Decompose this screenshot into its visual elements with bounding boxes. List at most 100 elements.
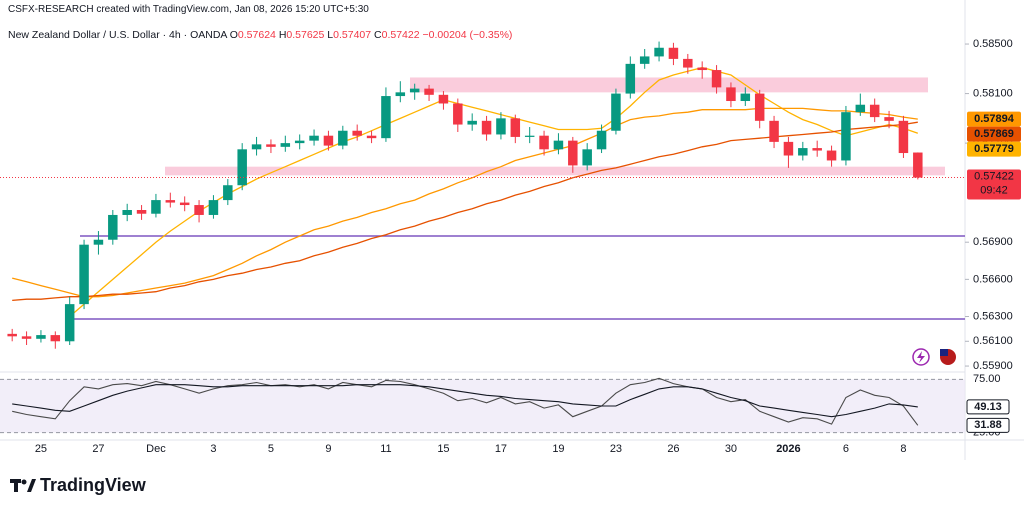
candle-body <box>711 70 722 88</box>
y-tick-label: 0.56300 <box>973 310 1013 322</box>
alert-bolt <box>917 351 925 363</box>
candle-body <box>869 104 880 118</box>
candle-body <box>668 47 679 59</box>
candle-body <box>582 149 592 166</box>
candle-body <box>596 130 607 150</box>
x-tick-label: 30 <box>725 443 737 455</box>
x-tick-label: 3 <box>210 443 216 455</box>
price-tag <box>967 111 1021 127</box>
candle-body <box>280 143 291 147</box>
watermark: CSFX-RESEARCH created with TradingView.c… <box>8 4 369 15</box>
price-tag <box>967 141 1021 157</box>
candle-body <box>510 118 521 137</box>
candle-body <box>93 239 104 245</box>
alert-icon[interactable] <box>912 348 930 366</box>
candle-body <box>381 96 391 139</box>
candle-body <box>754 93 765 121</box>
ohlc-letter: O <box>229 29 238 41</box>
candle-body <box>366 135 377 139</box>
x-tick-label: 8 <box>900 443 906 455</box>
moving-average <box>69 66 919 317</box>
candle-body <box>122 210 132 215</box>
candle-body <box>740 93 751 102</box>
candle-body <box>884 117 894 121</box>
candle-body <box>424 88 434 95</box>
candle-body <box>409 88 420 93</box>
moving-average <box>12 107 918 298</box>
candle-body <box>50 335 61 342</box>
logo-mark <box>10 478 36 492</box>
candle-body <box>179 202 190 206</box>
x-tick-label: 15 <box>437 443 449 455</box>
candle-body <box>208 200 219 215</box>
candle-body <box>769 120 779 142</box>
candle-body <box>165 200 176 203</box>
candle-body <box>898 120 909 154</box>
brand: TradingView <box>40 475 146 495</box>
x-tick-label: 9 <box>325 443 331 455</box>
zone <box>165 166 945 176</box>
last-price-label: 0.57422 <box>974 170 1014 182</box>
price-tag-label: 0.57894 <box>974 113 1015 125</box>
rsi-ma-line <box>12 384 918 418</box>
candle-body <box>136 210 147 214</box>
legend-header: New Zealand Dollar / U.S. Dollar · 4h · … <box>8 29 512 41</box>
moving-average <box>12 121 918 302</box>
candle-body <box>539 135 549 150</box>
candle-body <box>726 87 736 102</box>
candle-body <box>309 135 319 141</box>
rsi-line <box>12 377 919 426</box>
x-tick-label: 11 <box>380 443 391 455</box>
countdown: 09:42 <box>980 184 1008 196</box>
candle-body <box>395 92 406 97</box>
ohlc-letter: L <box>327 29 334 41</box>
candle-body <box>841 112 851 161</box>
rsi-band <box>0 379 965 433</box>
candle-body <box>352 130 362 136</box>
logo-part <box>27 478 36 492</box>
x-tick-label: 17 <box>495 443 507 455</box>
candle-body <box>553 140 564 150</box>
price-tag-label: 0.57779 <box>974 143 1014 155</box>
x-tick-label: 6 <box>843 443 849 455</box>
candle-body <box>7 333 17 337</box>
candle-body <box>625 63 636 94</box>
chart: 0.585000.581000.577000.569000.566000.563… <box>0 0 1024 460</box>
candle-body <box>266 144 276 147</box>
candle-body <box>36 335 46 339</box>
x-tick-label: 2026 <box>776 443 800 455</box>
candle-body <box>467 120 477 125</box>
rsi-tick-label: 75.00 <box>973 373 1001 385</box>
ohlc-value: 0.57422 <box>381 29 420 41</box>
symbol-title: New Zealand Dollar / U.S. Dollar · 4h · … <box>8 29 227 41</box>
ohlc-value: 0.57625 <box>286 29 325 41</box>
y-tick-label: 0.55900 <box>973 360 1013 372</box>
candle-body <box>697 67 707 71</box>
candle-body <box>237 149 247 186</box>
candle-body <box>251 144 262 150</box>
y-tick-label: 0.58100 <box>973 87 1013 99</box>
candle-body <box>812 148 822 151</box>
ohlc-letter: H <box>278 29 287 41</box>
candle-body <box>223 185 233 201</box>
candle-body <box>151 200 161 214</box>
y-tick-label: 0.56600 <box>973 273 1013 285</box>
candle-body <box>79 244 89 305</box>
ohlc-value: 0.57407 <box>333 29 372 41</box>
candle-body <box>64 304 75 342</box>
x-tick-label: 23 <box>610 443 622 455</box>
zone <box>410 77 928 93</box>
candle-body <box>194 205 204 215</box>
candle-body <box>913 152 923 178</box>
rsi-tag <box>966 399 1010 415</box>
candle-body <box>783 141 794 156</box>
x-tick-label: 27 <box>92 443 104 455</box>
candle-body <box>294 140 305 144</box>
candle-body <box>683 58 693 68</box>
candle-body <box>323 135 334 146</box>
x-tick-label: 26 <box>667 443 679 455</box>
y-tick-label: 0.56900 <box>973 236 1013 248</box>
candle-body <box>338 130 348 146</box>
x-tick-label: 5 <box>268 443 274 455</box>
